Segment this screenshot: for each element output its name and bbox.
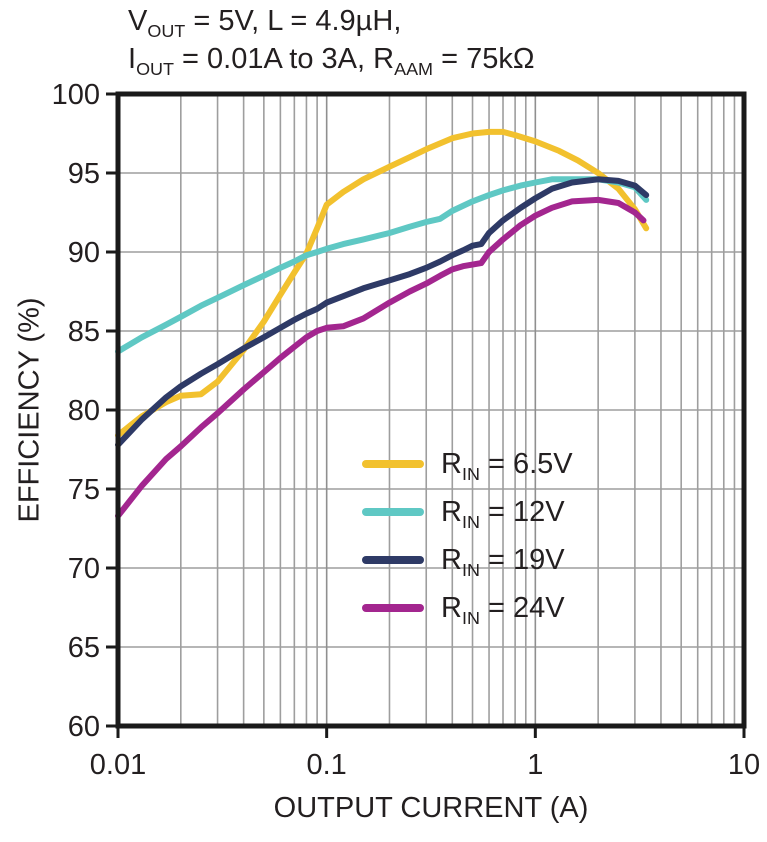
x-axis-label: OUTPUT CURRENT (A) — [273, 792, 589, 824]
legend-item: RIN = 24V — [362, 584, 573, 632]
title-line-2: IOUT = 0.01A to 3A, RAAM = 75kΩ — [128, 40, 535, 78]
y-tick-label: 70 — [68, 553, 100, 585]
plot-border — [115, 91, 747, 729]
series-line-3 — [115, 176, 650, 448]
title-subscript: OUT — [136, 58, 174, 79]
title-text: I — [128, 43, 137, 75]
y-tick-label: 80 — [68, 395, 100, 427]
title-subscript: AAM — [394, 58, 434, 79]
title-subscript: OUT — [147, 20, 186, 41]
legend-label: RIN = 12V — [441, 495, 565, 532]
legend-swatch — [362, 604, 424, 612]
series-line-2 — [115, 176, 650, 355]
x-tick-label: 0.1 — [307, 749, 347, 781]
y-tick-label: 100 — [52, 79, 100, 111]
legend-swatch — [362, 508, 424, 516]
legend-item: RIN = 6.5V — [362, 440, 573, 488]
y-tick-label: 95 — [68, 158, 100, 190]
legend-label: RIN = 19V — [441, 543, 565, 580]
title-text: = 5V, L = 4.9µH, — [185, 5, 402, 37]
y-tick-label: 90 — [68, 237, 100, 269]
title-line-1: VOUT = 5V, L = 4.9µH, — [128, 2, 535, 40]
legend-label: RIN = 24V — [441, 591, 565, 628]
title-text: V — [128, 5, 148, 37]
series-line-4 — [115, 196, 647, 519]
x-tick-label: 10 — [728, 749, 760, 781]
title-text: = 0.01A to 3A, R — [174, 43, 395, 75]
legend-item: RIN = 12V — [362, 488, 573, 536]
y-tick-label: 60 — [68, 711, 100, 743]
series-line-1 — [115, 128, 650, 439]
y-tick-label: 65 — [68, 632, 100, 664]
title-text: = 75kΩ — [433, 43, 535, 75]
x-tick-label: 0.01 — [90, 749, 146, 781]
x-tick-label: 1 — [527, 749, 543, 781]
legend: RIN = 6.5V RIN = 12V RIN = 19V RIN = 24V — [362, 440, 573, 632]
legend-swatch — [362, 556, 424, 564]
legend-item: RIN = 19V — [362, 536, 573, 584]
legend-swatch — [362, 460, 424, 468]
y-tick-label: 85 — [68, 316, 100, 348]
chart-title: VOUT = 5V, L = 4.9µH, IOUT = 0.01A to 3A… — [128, 2, 535, 78]
legend-label: RIN = 6.5V — [441, 447, 573, 484]
y-tick-label: 75 — [68, 474, 100, 506]
